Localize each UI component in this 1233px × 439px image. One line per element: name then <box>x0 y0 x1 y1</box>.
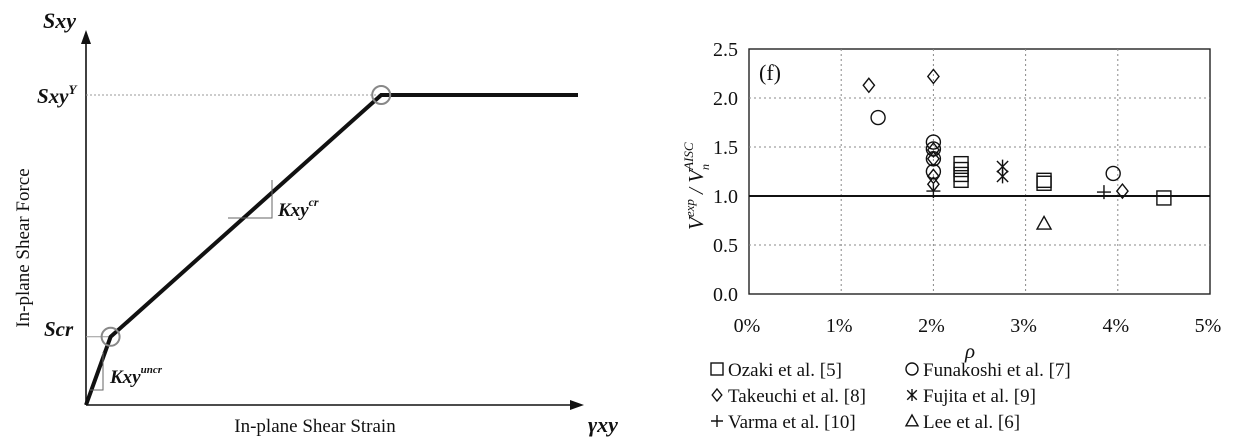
y-tick-label: 0.5 <box>713 235 738 257</box>
legend-label: Funakoshi et al. [7] <box>923 360 1071 381</box>
y-tick-label: 1.5 <box>713 137 738 159</box>
plot-area-frame <box>748 48 1211 295</box>
asterisk-marker <box>906 389 918 401</box>
y-tick-label: 0.0 <box>713 284 738 306</box>
square-marker <box>953 161 969 178</box>
x-tick-labels: 0% 1% 2% 3% 4% 5% <box>734 315 1222 337</box>
y-tick-labels: 0.0 0.5 1.0 1.5 2.0 2.5 <box>713 39 738 306</box>
x-tick-label: 1% <box>826 315 853 337</box>
shear-force-strain-diagram: Sxy γxy In-plane Shear Strain In-plane S… <box>13 8 618 437</box>
diamond-marker <box>926 150 940 167</box>
diamond-marker <box>926 141 940 159</box>
legend-label: Lee et al. [6] <box>923 412 1020 433</box>
diamond-marker <box>926 68 940 85</box>
square-marker <box>953 166 969 183</box>
circle-marker <box>925 163 942 180</box>
legend-label: Takeuchi et al. [8] <box>728 386 866 407</box>
legend-item: Varma et al. [10] <box>711 412 856 433</box>
square-marker <box>1036 175 1052 191</box>
diamond-marker <box>926 168 940 185</box>
diamond-marker <box>1115 182 1129 200</box>
plus-marker <box>711 415 723 427</box>
legend-item: Funakoshi et al. [7] <box>905 360 1071 381</box>
left-curve <box>84 93 578 406</box>
series-square <box>953 155 1172 206</box>
square-marker <box>953 172 969 189</box>
left-y-axis-label: In-plane Shear Force <box>13 168 34 327</box>
square-marker <box>710 362 724 376</box>
square-marker <box>953 155 969 172</box>
shear-strength-ratio-scatter: 0.0 0.5 1.0 1.5 2.0 2.5 0% 1% 2% 3% 4% 5% (f) Vexp… <box>681 39 1221 433</box>
left-x-axis-label: In-plane Shear Strain <box>234 416 396 437</box>
square-marker <box>1036 172 1052 189</box>
circle-marker <box>870 109 886 126</box>
y-tick-label: 2.5 <box>713 39 738 61</box>
triangle-marker <box>1035 214 1053 230</box>
right-x-axis-label: ρ <box>964 339 975 363</box>
series-triangle <box>1035 214 1053 230</box>
asterisk-marker <box>996 169 1009 184</box>
circle-marker <box>905 362 919 376</box>
x-tick-label: 5% <box>1195 315 1222 337</box>
left-y-axis-arrow-icon <box>81 30 91 44</box>
x-tick-label: 4% <box>1102 315 1129 337</box>
legend: Ozaki et al. [5] Funakoshi et al. [7] Take… <box>710 360 1071 433</box>
legend-item: Takeuchi et al. [8] <box>711 386 866 407</box>
left-y-axis-symbol: Sxy <box>43 8 76 33</box>
cracked-stiffness-slope-triangle <box>228 180 273 219</box>
legend-item: Fujita et al. [9] <box>906 386 1036 407</box>
diamond-marker <box>711 387 723 403</box>
plus-marker <box>1096 185 1111 200</box>
right-y-axis-label: Vexp / VnAISC <box>681 142 712 230</box>
plus-marker <box>926 184 941 199</box>
marked-point-circle <box>100 326 121 347</box>
panel-label: (f) <box>759 60 781 85</box>
diamond-marker <box>862 77 876 94</box>
series-plus <box>926 184 1111 200</box>
left-marked-points <box>100 85 392 347</box>
x-tick-label: 2% <box>918 315 945 337</box>
left-x-axis-symbol: γxy <box>588 412 618 437</box>
yield-force-tick-label: SxyY <box>37 82 78 108</box>
x-tick-label: 0% <box>734 315 761 337</box>
cracking-force-tick-label: Scr <box>44 317 74 341</box>
uncracked-stiffness-label: Kxyuncr <box>109 364 163 388</box>
data-markers <box>862 68 1172 230</box>
series-diamond <box>862 68 1129 200</box>
gridlines <box>749 49 1210 294</box>
legend-label: Varma et al. [10] <box>728 412 856 433</box>
y-tick-label: 2.0 <box>713 88 738 110</box>
circle-marker <box>925 134 942 150</box>
force-strain-curve <box>84 93 578 406</box>
y-tick-label: 1.0 <box>713 186 738 208</box>
legend-label: Ozaki et al. [5] <box>728 360 842 381</box>
legend-item: Ozaki et al. [5] <box>710 360 842 381</box>
cracked-stiffness-label: Kxycr <box>277 195 319 221</box>
series-asterisk <box>996 159 1009 184</box>
uncracked-stiffness-slope-triangle <box>90 352 104 391</box>
legend-item: Lee et al. [6] <box>904 412 1020 433</box>
triangle-marker <box>904 413 920 427</box>
left-x-axis-arrow-icon <box>570 400 584 410</box>
circle-marker <box>1105 165 1121 182</box>
x-tick-label: 3% <box>1010 315 1037 337</box>
legend-label: Fujita et al. [9] <box>923 386 1036 407</box>
marked-point-circle <box>371 85 392 105</box>
series-circle <box>870 109 1121 182</box>
square-marker <box>1156 190 1172 206</box>
left-guide-lines <box>86 94 578 338</box>
